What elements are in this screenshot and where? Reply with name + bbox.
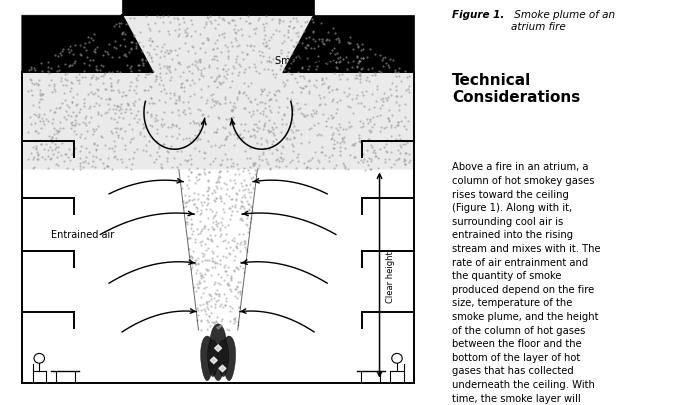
Circle shape <box>392 354 402 363</box>
Polygon shape <box>210 357 217 364</box>
Polygon shape <box>201 336 214 381</box>
Text: Above a fire in an atrium, a
column of hot smokey gases
rises toward the ceiling: Above a fire in an atrium, a column of h… <box>452 162 600 403</box>
Circle shape <box>34 354 45 363</box>
Polygon shape <box>219 365 226 372</box>
Text: Clear height: Clear height <box>386 251 395 302</box>
Polygon shape <box>210 324 227 381</box>
Polygon shape <box>223 336 236 381</box>
Polygon shape <box>22 16 153 73</box>
Polygon shape <box>214 345 222 352</box>
Text: Figure 1.: Figure 1. <box>452 10 504 20</box>
Polygon shape <box>207 340 218 377</box>
Polygon shape <box>284 16 414 73</box>
Polygon shape <box>122 0 314 16</box>
Polygon shape <box>218 340 229 377</box>
Polygon shape <box>23 16 414 170</box>
Text: Technical
Considerations: Technical Considerations <box>452 73 581 105</box>
Text: Smoke layer: Smoke layer <box>275 56 335 66</box>
Text: Entrained air: Entrained air <box>52 230 115 240</box>
Text: Smoke plume of an
atrium fire: Smoke plume of an atrium fire <box>511 10 616 32</box>
